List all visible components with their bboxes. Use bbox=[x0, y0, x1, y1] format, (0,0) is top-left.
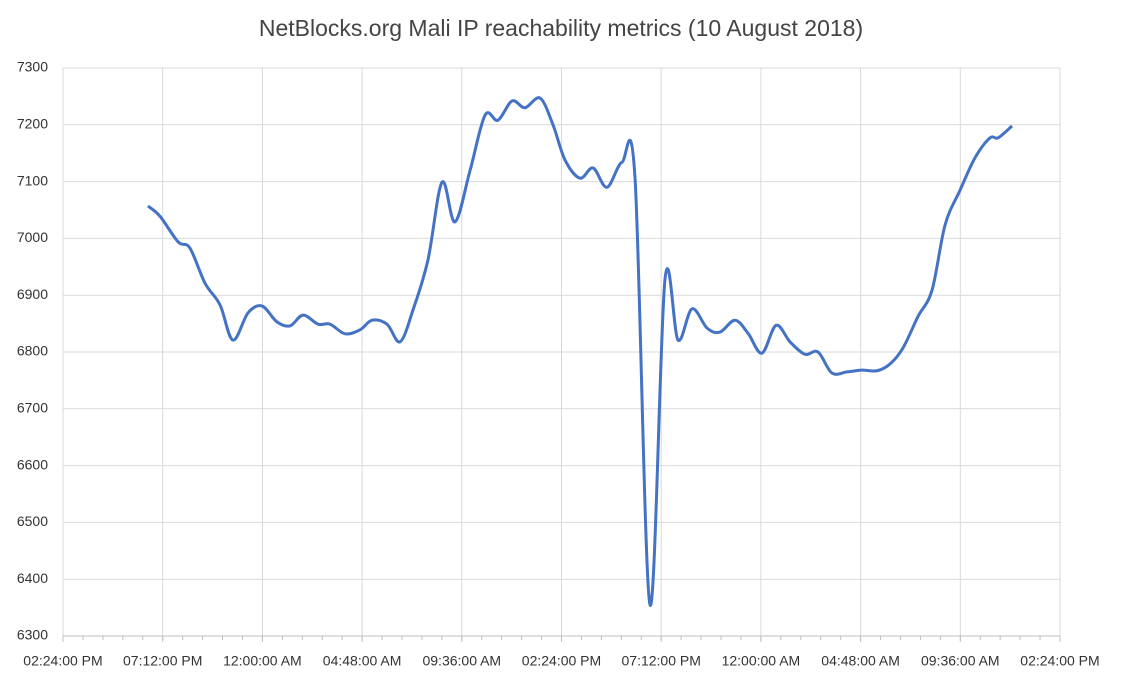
y-tick-label: 6800 bbox=[17, 343, 48, 359]
chart-title: NetBlocks.org Mali IP reachability metri… bbox=[259, 15, 863, 41]
x-tick-label: 02:24:00 PM bbox=[1020, 653, 1099, 669]
x-tick-label: 09:36:00 AM bbox=[921, 653, 1000, 669]
y-tick-label: 6900 bbox=[17, 286, 48, 302]
data-line bbox=[146, 96, 1014, 607]
x-tick-label: 12:00:00 AM bbox=[223, 653, 302, 669]
x-tick-label: 09:36:00 AM bbox=[422, 653, 501, 669]
y-tick-label: 7300 bbox=[17, 59, 48, 75]
y-tick-label: 7000 bbox=[17, 229, 48, 245]
x-tick-label: 02:24:00 PM bbox=[522, 653, 601, 669]
x-tick-label: 02:24:00 PM bbox=[23, 653, 102, 669]
y-tick-label: 6700 bbox=[17, 400, 48, 416]
y-tick-label: 6600 bbox=[17, 456, 48, 472]
y-tick-label: 6500 bbox=[17, 513, 48, 529]
y-tick-label: 7100 bbox=[17, 172, 48, 188]
x-tick-label: 07:12:00 PM bbox=[123, 653, 202, 669]
x-tick-label: 07:12:00 PM bbox=[622, 653, 701, 669]
y-tick-label: 6300 bbox=[17, 627, 48, 643]
x-tick-label: 12:00:00 AM bbox=[722, 653, 801, 669]
x-tick-label: 04:48:00 AM bbox=[821, 653, 900, 669]
y-tick-label: 6400 bbox=[17, 570, 48, 586]
y-tick-label: 7200 bbox=[17, 116, 48, 132]
x-tick-label: 04:48:00 AM bbox=[323, 653, 402, 669]
